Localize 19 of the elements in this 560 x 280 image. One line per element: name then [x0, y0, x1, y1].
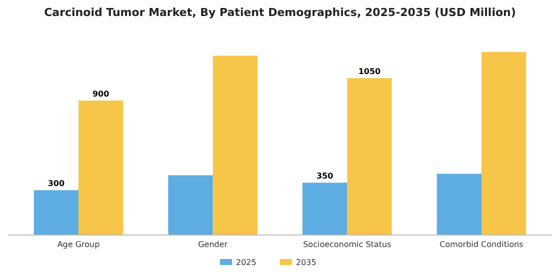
legend-label: 2025 [236, 258, 256, 267]
x-tick-label: Age Group [57, 240, 100, 249]
data-label: 900 [92, 90, 110, 99]
x-tick-label: Comorbid Conditions [440, 240, 524, 249]
bar [347, 78, 392, 235]
data-label: 300 [48, 179, 65, 188]
data-label: 350 [316, 172, 334, 181]
x-tick-label: Socioeconomic Status [303, 240, 392, 249]
data-label: 1050 [358, 67, 382, 76]
bar [168, 175, 213, 235]
legend-label: 2035 [296, 258, 316, 267]
bar [78, 100, 124, 235]
chart-title: Carcinoid Tumor Market, By Patient Demographics, 2025-2035 (USD Million) [44, 6, 516, 19]
x-tick-label: Gender [198, 240, 228, 249]
bar [481, 52, 526, 235]
bar [34, 190, 79, 235]
bar [302, 182, 348, 235]
bar [436, 174, 482, 235]
bar [212, 56, 258, 235]
